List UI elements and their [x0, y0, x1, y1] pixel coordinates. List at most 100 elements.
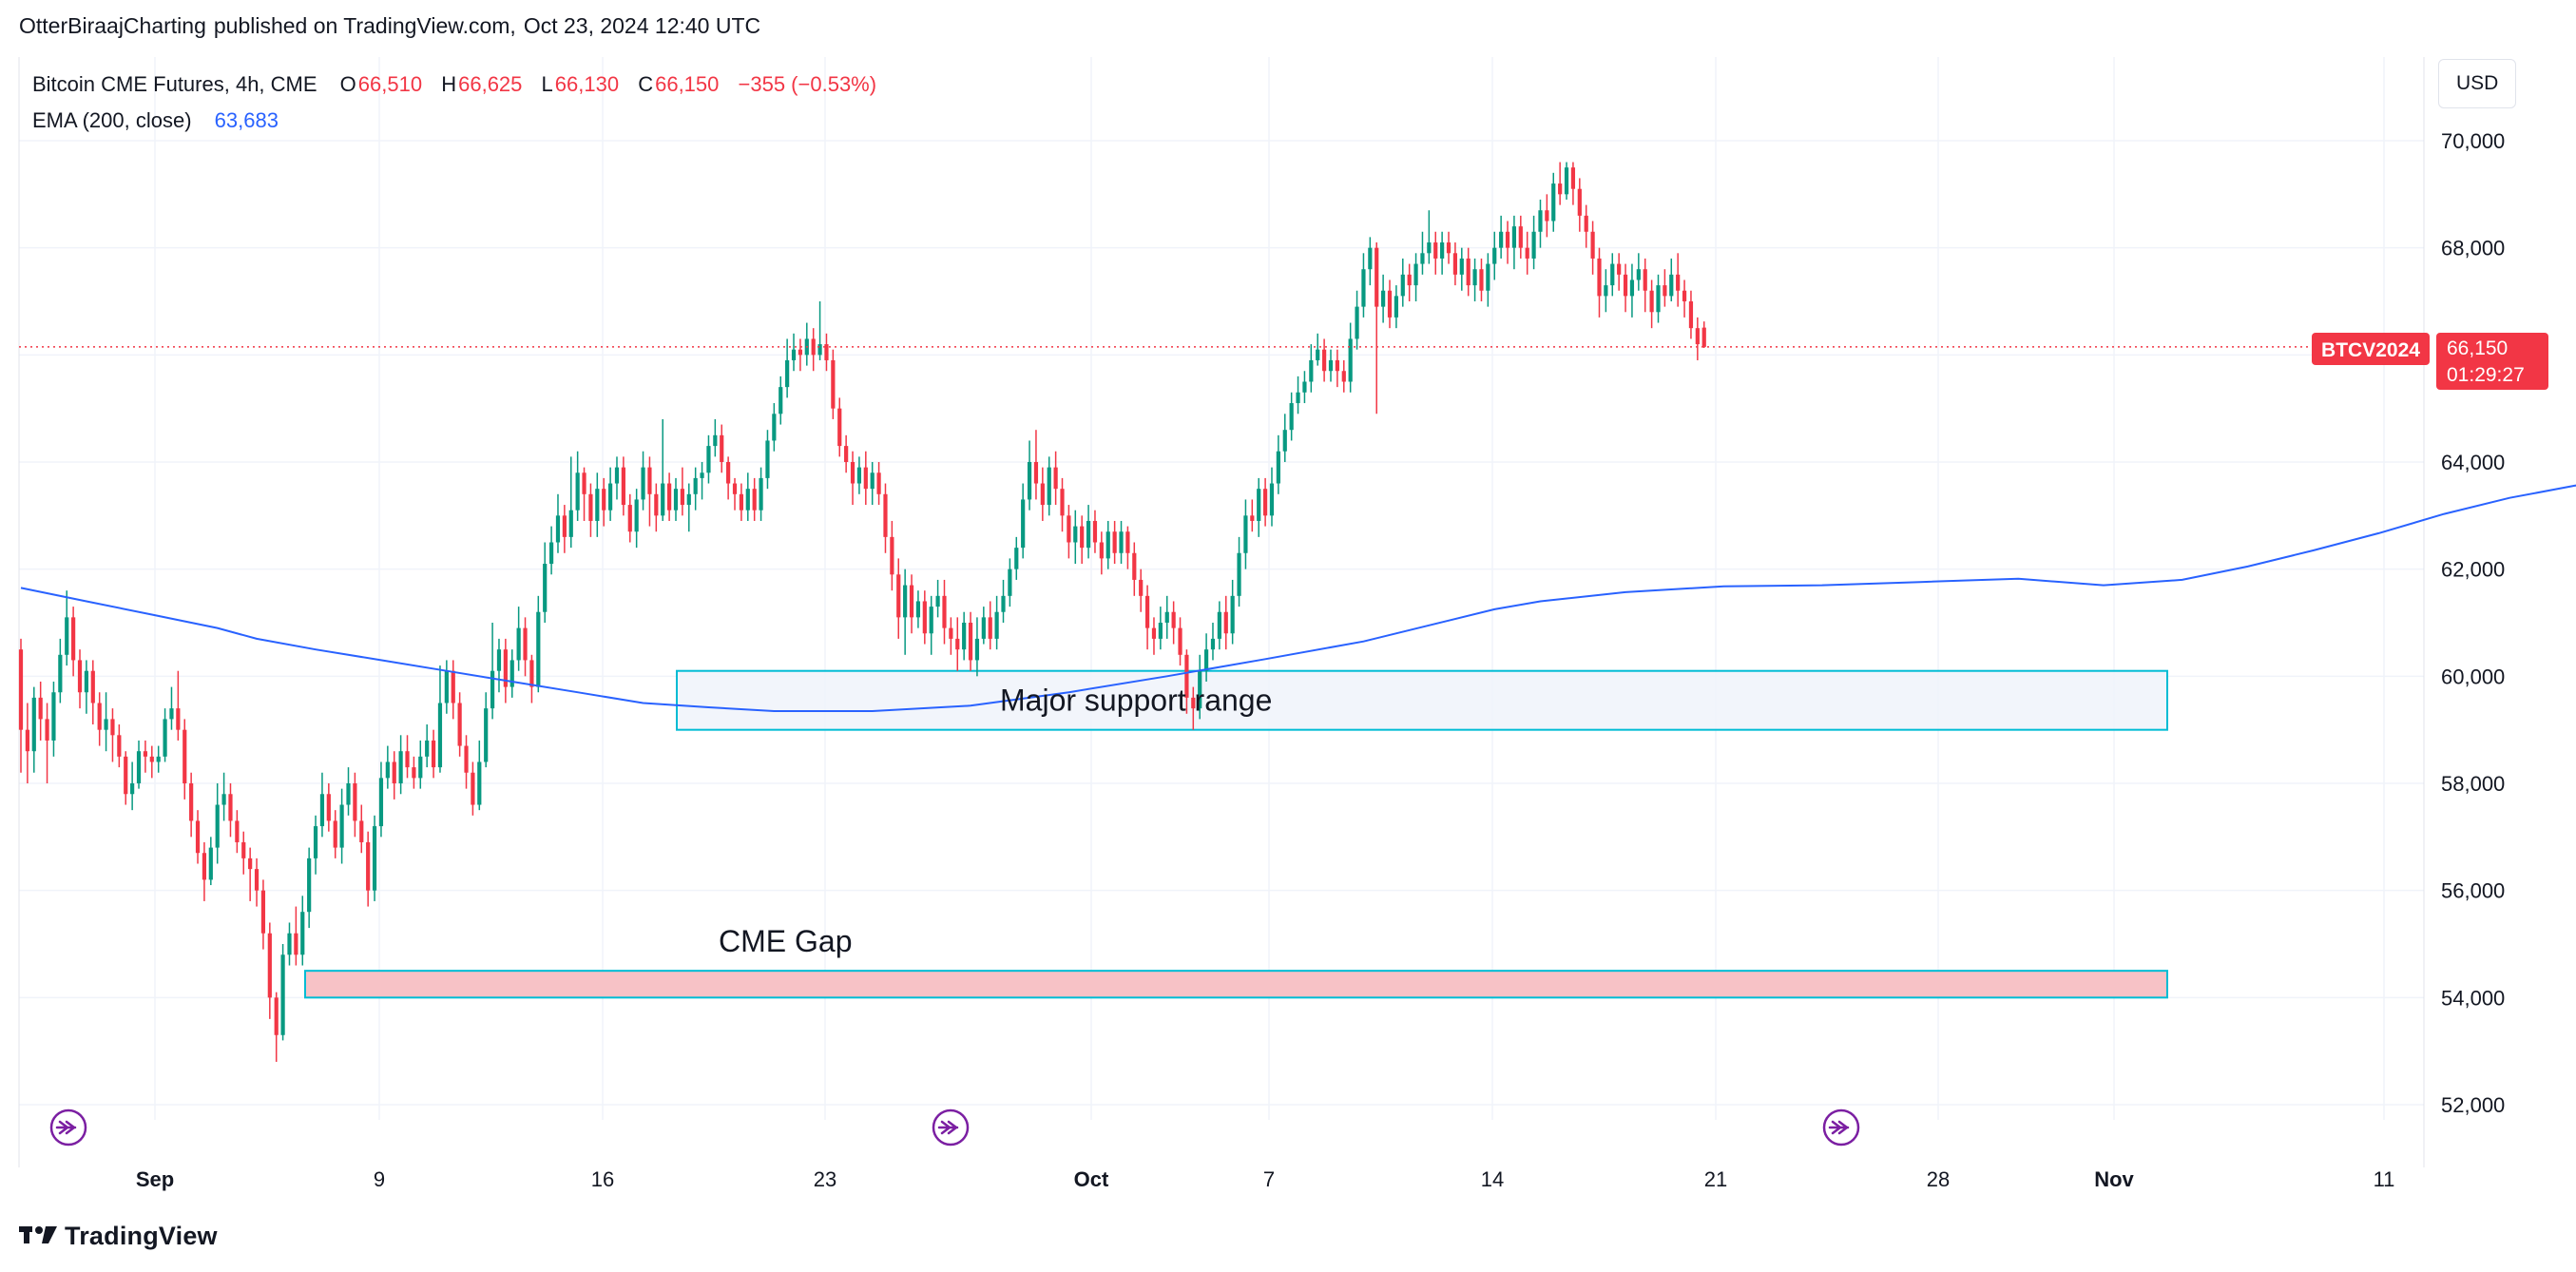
candle: [1178, 617, 1182, 666]
candle: [641, 451, 645, 511]
candle: [1420, 231, 1425, 275]
candle-body: [1427, 242, 1432, 254]
change-value: −355 (−0.53%): [738, 72, 877, 96]
candle: [516, 607, 521, 671]
candle: [548, 526, 554, 575]
candle: [1695, 317, 1700, 360]
candle-body: [1649, 290, 1654, 313]
candle-body: [1073, 526, 1078, 543]
candle-body: [1538, 210, 1543, 232]
candle: [1230, 579, 1235, 645]
candle: [1008, 558, 1012, 607]
candle-body: [667, 483, 672, 511]
candle: [444, 660, 449, 714]
tradingview-brand[interactable]: TradingView: [19, 1222, 218, 1252]
candle: [890, 520, 894, 591]
candle: [84, 660, 88, 714]
candle-body: [1368, 247, 1373, 270]
candle-body: [654, 493, 659, 516]
candle: [1629, 263, 1635, 318]
close-value: 66,150: [655, 72, 720, 96]
candle: [228, 783, 233, 838]
candle-body: [1361, 269, 1366, 307]
candle-body: [1335, 359, 1339, 372]
candle-body: [752, 489, 757, 511]
candle-body: [1597, 258, 1602, 297]
candle-body: [614, 467, 620, 484]
candle-body: [1459, 258, 1464, 275]
candle: [1203, 633, 1209, 682]
candle-body: [110, 719, 115, 736]
price-axis[interactable]: 52,000 54,000 56,000 58,000 60,000 62,000 64,0…: [2441, 129, 2505, 1117]
candle: [1217, 601, 1221, 650]
candle-body: [903, 585, 908, 618]
open-key: O: [339, 72, 356, 96]
symbol-title[interactable]: Bitcoin CME Futures, 4h, CME: [32, 72, 317, 96]
candle: [1119, 520, 1124, 565]
candle-body: [1348, 338, 1353, 382]
candle: [1636, 253, 1641, 291]
ema-legend-row[interactable]: EMA (200, close) 63,683: [32, 103, 876, 139]
candle: [1080, 515, 1085, 565]
candle: [183, 719, 187, 800]
candle-body: [130, 783, 135, 795]
candle: [903, 569, 908, 655]
ema-title[interactable]: EMA (200, close): [32, 108, 192, 132]
candle-body: [949, 627, 953, 639]
candle-body: [1479, 269, 1484, 291]
candle: [876, 462, 881, 506]
candle-body: [1623, 274, 1628, 297]
candle: [720, 424, 724, 473]
candle-body: [477, 761, 482, 805]
candle-body: [1492, 247, 1497, 264]
candle: [915, 590, 921, 628]
event-marker-icon: [49, 1108, 87, 1147]
candle: [1400, 258, 1405, 307]
candle: [922, 590, 927, 645]
candle-body: [1617, 263, 1622, 275]
candle-body: [496, 649, 502, 671]
candle-body: [1223, 611, 1228, 634]
candle: [65, 590, 69, 666]
candle: [988, 601, 992, 650]
candle: [752, 477, 757, 521]
candle-body: [90, 670, 95, 703]
symbol-legend-row[interactable]: Bitcoin CME Futures, 4h, CME O66,510 H66…: [32, 67, 876, 103]
candle-body: [1178, 627, 1182, 655]
price-tick-label: 58,000: [2441, 772, 2505, 796]
candle: [942, 579, 947, 645]
candle-body: [1086, 520, 1091, 549]
candle: [588, 483, 593, 537]
candle-body: [955, 638, 960, 650]
candle: [1105, 520, 1110, 569]
candle: [837, 397, 842, 457]
candle-body: [339, 804, 344, 848]
candle: [772, 403, 777, 452]
candle: [680, 467, 684, 516]
time-tick-label: Nov: [2094, 1167, 2134, 1191]
candle: [280, 944, 285, 1041]
candle-body: [1505, 231, 1510, 248]
time-tick-label: 14: [1481, 1167, 1504, 1191]
candle: [1558, 162, 1563, 205]
author-name[interactable]: OtterBiraajCharting: [19, 13, 206, 38]
candle: [1033, 430, 1039, 500]
candle: [562, 505, 567, 553]
candle: [779, 376, 783, 425]
candle: [71, 607, 76, 677]
candle-body: [1171, 611, 1176, 628]
candle-body: [974, 638, 980, 661]
candle-body: [988, 617, 992, 639]
candle-body: [1001, 595, 1006, 612]
candle-body: [202, 853, 207, 880]
time-axis[interactable]: Sep 9 16 23 Oct 7 14 21 28 Nov 11: [136, 1167, 2395, 1191]
candle-body: [1112, 531, 1117, 553]
candle: [202, 841, 207, 901]
tradingview-logo-icon: [19, 1223, 59, 1252]
currency-button[interactable]: USD: [2438, 59, 2516, 108]
candle: [785, 338, 790, 398]
candle-body: [562, 515, 567, 537]
candle-body: [779, 387, 783, 414]
candle-body: [1296, 392, 1300, 404]
